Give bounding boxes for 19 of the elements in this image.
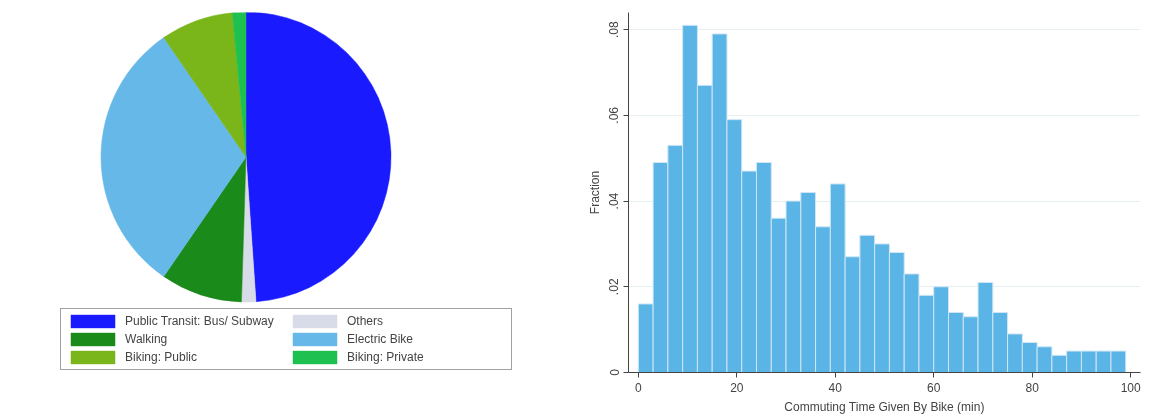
legend-label: Biking: Public bbox=[125, 350, 199, 364]
y-axis-title: Fraction bbox=[587, 170, 602, 215]
y-tick-label: .04 bbox=[607, 192, 622, 210]
legend-label: Others bbox=[347, 314, 384, 328]
x-tick-label: 20 bbox=[730, 380, 744, 395]
legend-label: Biking: Private bbox=[347, 350, 425, 364]
x-tick-label: 0 bbox=[635, 380, 643, 395]
x-tick-label: 40 bbox=[828, 380, 843, 395]
x-tick-label: 100 bbox=[1120, 380, 1141, 395]
legend-label: Walking bbox=[125, 332, 169, 346]
y-tick-label: .08 bbox=[607, 20, 622, 38]
legend-label: Electric Bike bbox=[347, 332, 415, 346]
x-axis-title: Commuting Time Given By Bike (min) bbox=[784, 399, 985, 414]
y-tick-label: .02 bbox=[607, 278, 622, 296]
y-tick-label: 0 bbox=[607, 368, 622, 376]
legend-label: Public Transit: Bus/ Subway bbox=[125, 314, 275, 328]
x-tick-label: 60 bbox=[927, 380, 941, 395]
x-tick-label: 80 bbox=[1025, 380, 1040, 395]
y-tick-label: .06 bbox=[607, 106, 622, 124]
